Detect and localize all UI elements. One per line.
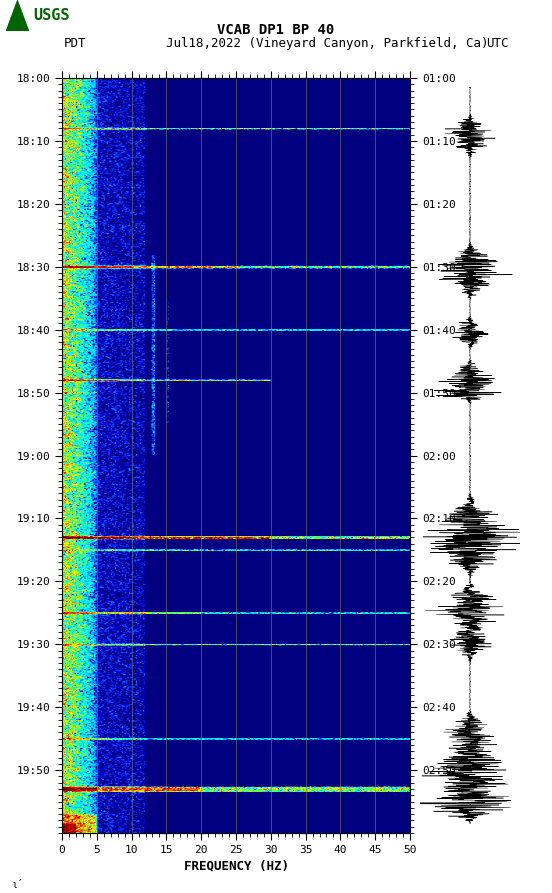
Text: UTC: UTC: [486, 37, 508, 50]
Text: PDT: PDT: [63, 37, 86, 50]
Text: ι´: ι´: [11, 880, 23, 890]
Polygon shape: [6, 0, 29, 31]
Text: Jul18,2022 (Vineyard Canyon, Parkfield, Ca): Jul18,2022 (Vineyard Canyon, Parkfield, …: [166, 37, 488, 50]
Text: VCAB DP1 BP 40: VCAB DP1 BP 40: [217, 23, 335, 38]
Text: USGS: USGS: [33, 8, 70, 22]
X-axis label: FREQUENCY (HZ): FREQUENCY (HZ): [183, 859, 289, 872]
